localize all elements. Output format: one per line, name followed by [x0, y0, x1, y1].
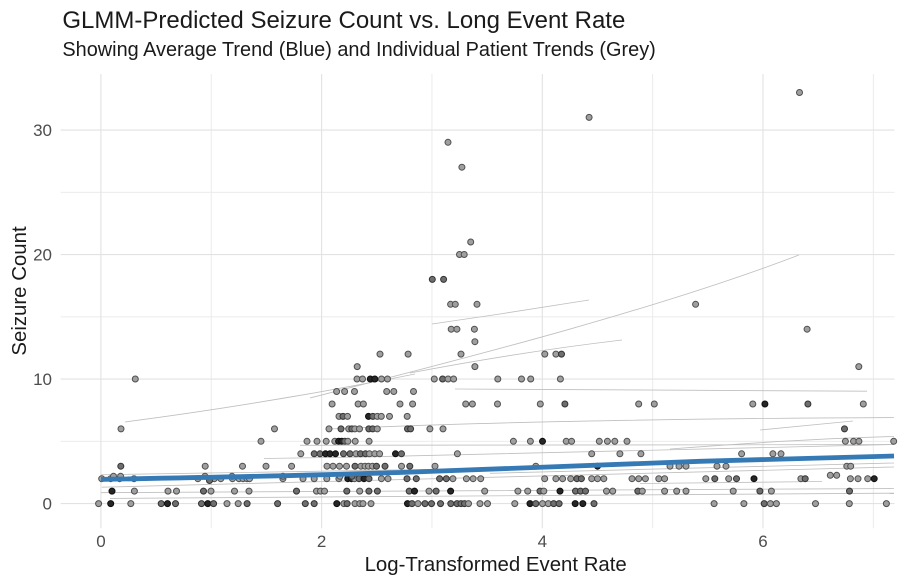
- svg-text:Seizure Count: Seizure Count: [9, 226, 31, 356]
- svg-text:4: 4: [538, 532, 547, 551]
- svg-text:0: 0: [96, 532, 105, 551]
- svg-text:10: 10: [33, 370, 52, 389]
- svg-text:20: 20: [33, 245, 52, 264]
- svg-text:6: 6: [758, 532, 767, 551]
- svg-text:GLMM-Predicted Seizure Count v: GLMM-Predicted Seizure Count vs. Long Ev…: [62, 7, 625, 34]
- svg-text:2: 2: [317, 532, 326, 551]
- svg-text:Showing Average Trend (Blue) a: Showing Average Trend (Blue) and Individ…: [62, 39, 655, 61]
- svg-text:Log-Transformed Event Rate: Log-Transformed Event Rate: [365, 554, 627, 576]
- svg-text:30: 30: [33, 121, 52, 140]
- svg-text:0: 0: [43, 494, 52, 513]
